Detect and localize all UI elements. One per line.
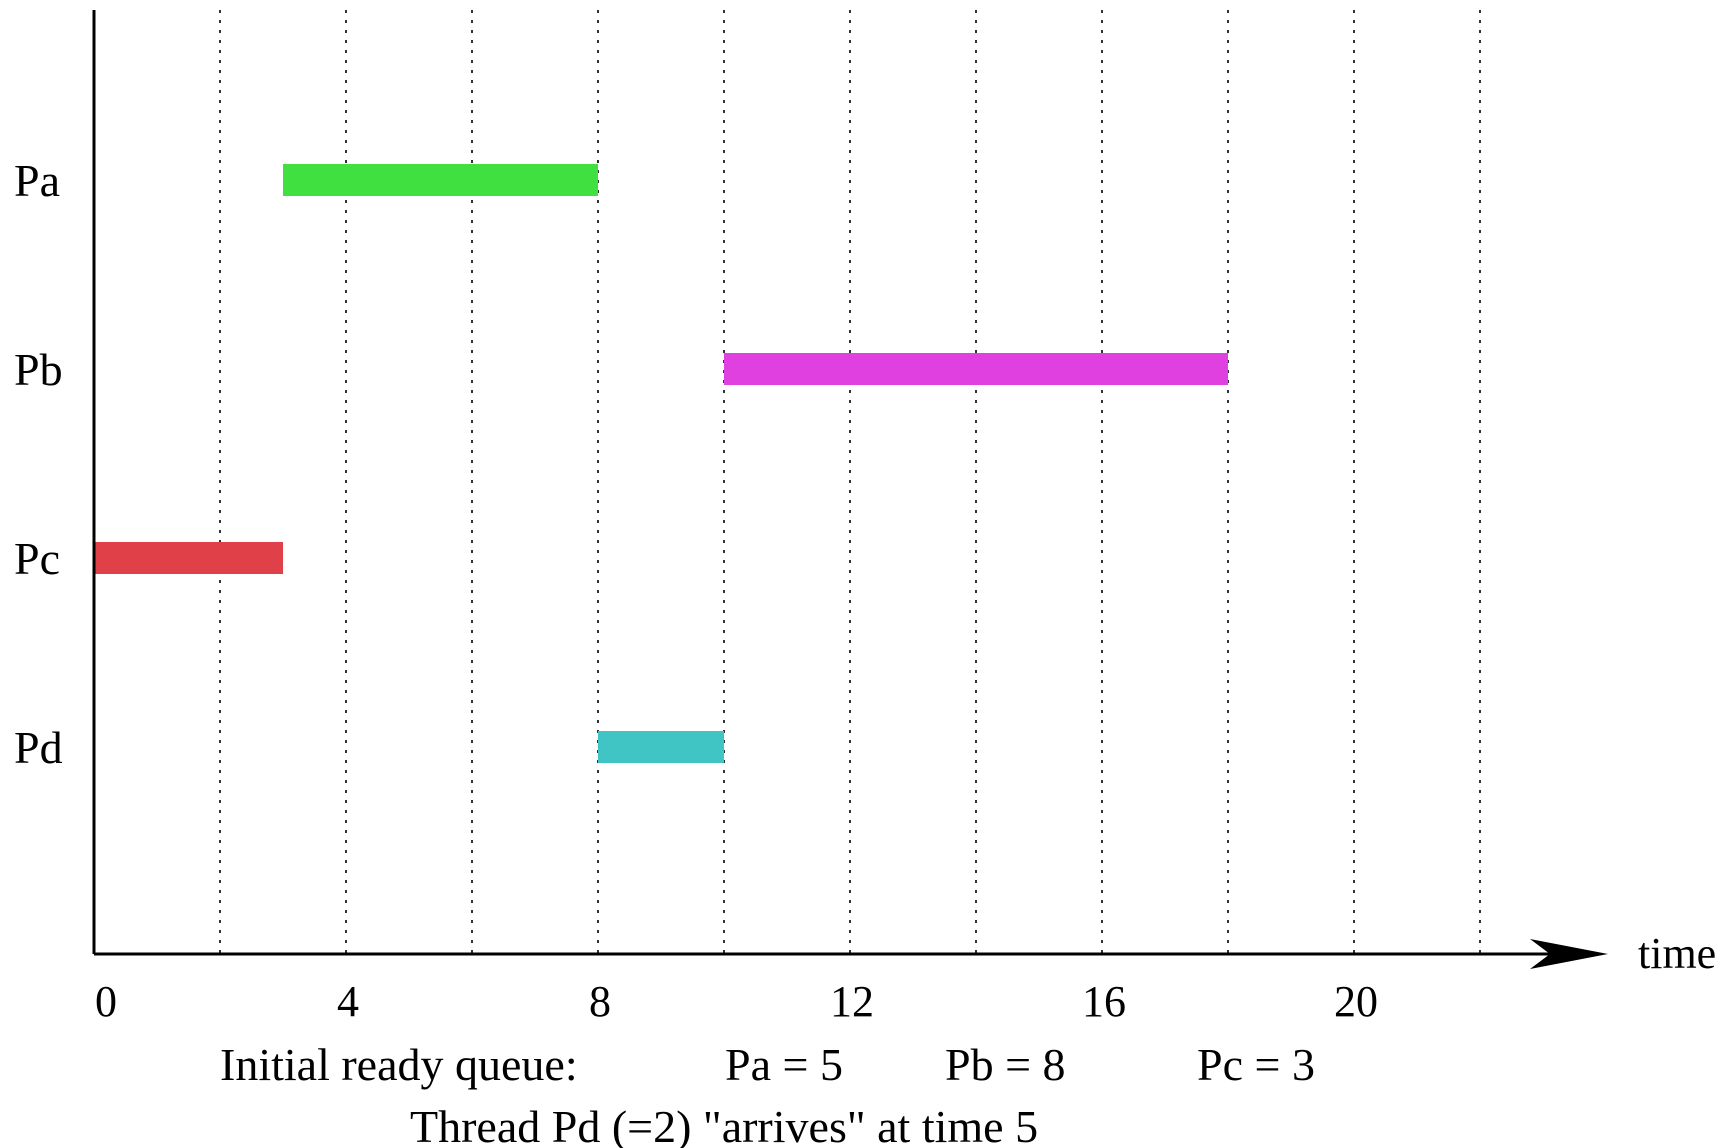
x-tick-label: 4 [337,977,359,1026]
x-tick-label: 20 [1334,977,1378,1026]
bar-pa [283,164,598,196]
arrival-note: Thread Pd (=2) "arrives" at time 5 [410,1101,1038,1148]
x-tick-label: 8 [589,977,611,1026]
queue-label: Initial ready queue: [220,1039,578,1090]
bar-pc [94,542,283,574]
x-tick-label: 0 [95,977,117,1026]
x-axis-label: time [1638,929,1716,978]
queue-item-pa: Pa = 5 [725,1039,843,1090]
queue-item-pb: Pb = 8 [945,1039,1066,1090]
queue-item-pc: Pc = 3 [1197,1039,1315,1090]
bar-pb [724,353,1228,385]
row-label-pd: Pd [14,722,63,773]
bar-pd [598,731,724,763]
row-label-pc: Pc [14,533,60,584]
row-label-pa: Pa [14,155,60,206]
x-tick-label: 16 [1082,977,1126,1026]
gridlines [219,10,1481,954]
row-label-pb: Pb [14,344,63,395]
axes: time [92,10,1716,978]
bars [94,164,1228,763]
x-tick-label: 12 [830,977,874,1026]
caption: Initial ready queue: Pa = 5 Pb = 8 Pc = … [220,1039,1315,1148]
x-tick-labels: 0 4 8 12 16 20 [95,977,1378,1026]
row-labels: Pa Pb Pc Pd [14,155,63,773]
x-axis-arrow-icon [1530,939,1608,969]
